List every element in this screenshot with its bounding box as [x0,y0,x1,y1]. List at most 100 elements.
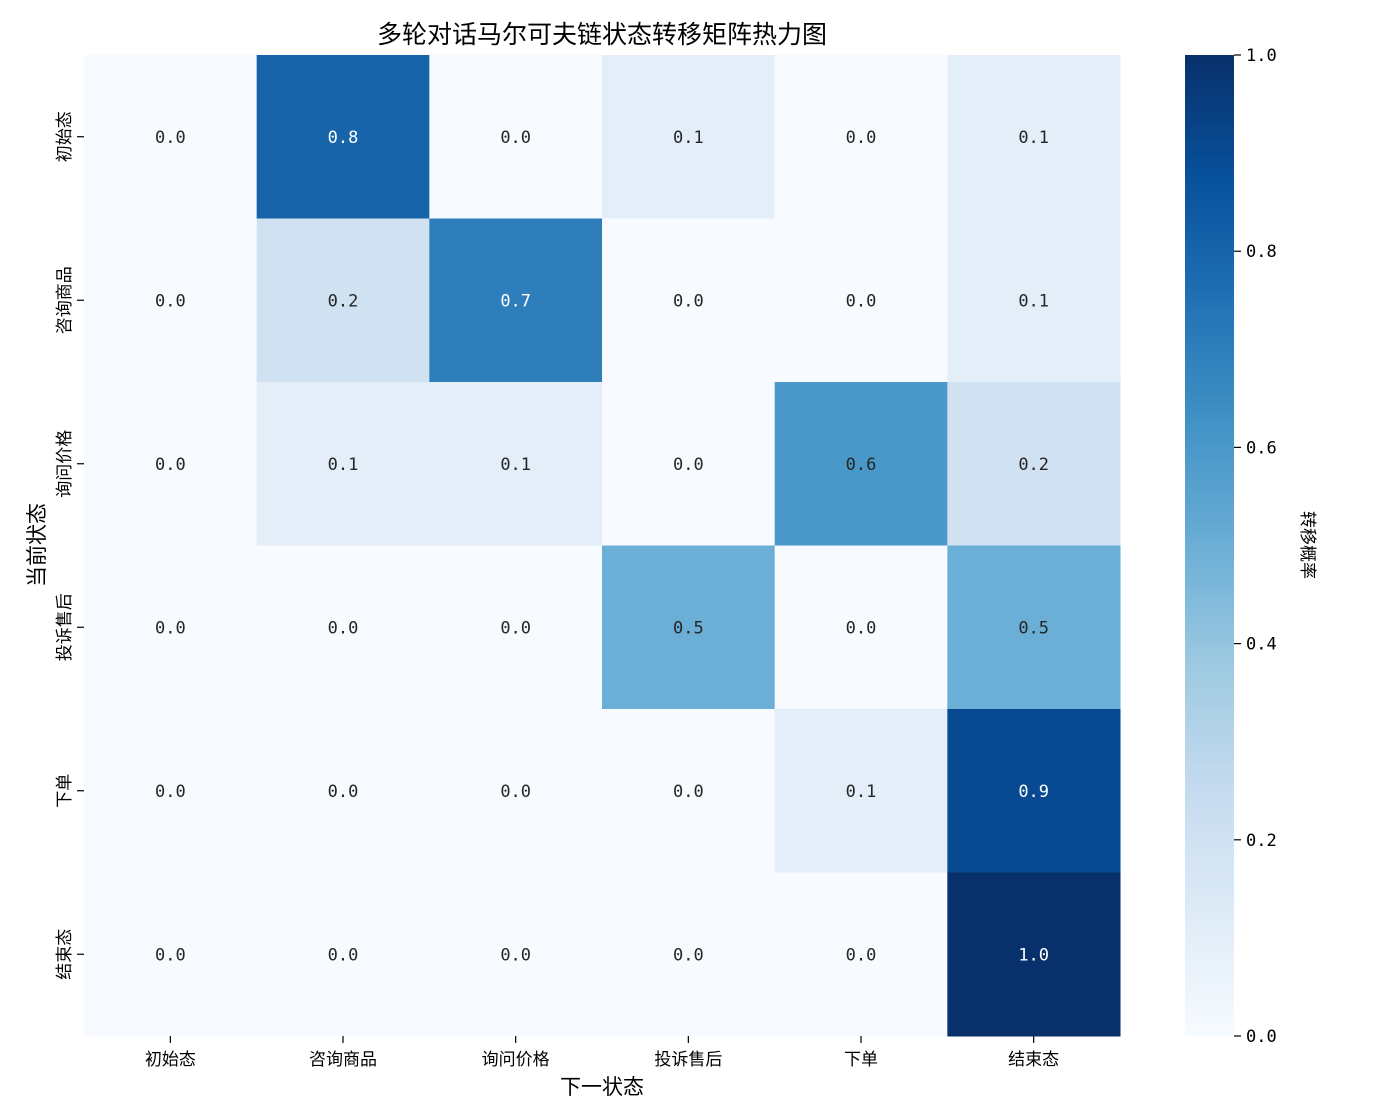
heatmap-cells [84,55,1121,1037]
colorbar-tick-label: 0.2 [1246,831,1277,851]
cell-value-label: 0.0 [846,945,877,965]
heatmap-cell [774,218,948,383]
cell-value-label: 0.0 [155,782,186,802]
heatmap-cell [947,382,1121,546]
heatmap-cell [429,218,603,383]
cell-value-label: 0.1 [328,455,359,475]
cell-value-label: 0.1 [500,455,531,475]
heatmap-cell [429,545,603,710]
cell-value-label: 0.0 [673,291,704,311]
heatmap-cell [947,55,1121,219]
x-tick-label: 投诉售后 [654,1050,722,1070]
cell-value-label: 0.9 [1018,782,1049,802]
colorbar-ticks: 0.0 0.2 0.4 0.6 0.8 1.0 [1234,46,1277,1047]
x-tick-label: 结束态 [1008,1050,1059,1070]
colorbar-tick-label: 0.4 [1246,635,1277,655]
y-axis-title: 当前状态 [25,503,49,587]
heatmap-cell [947,545,1121,710]
heatmap-cell [429,382,603,546]
cell-value-label: 0.1 [1018,128,1049,148]
heatmap-cell [84,709,258,873]
colorbar-tick-label: 1.0 [1246,46,1277,66]
cell-value-label: 0.1 [673,128,704,148]
heatmap-cell [774,872,948,1037]
cell-value-label: 0.0 [500,618,531,638]
x-tick-label: 初始态 [145,1050,196,1070]
cell-value-label: 0.0 [155,128,186,148]
heatmap-cell [602,872,776,1037]
heatmap-cell [774,545,948,710]
cell-value-label: 0.0 [846,291,877,311]
colorbar-tick-label: 0.8 [1246,242,1277,262]
y-tick-label: 初始态 [55,111,75,162]
y-tick-label: 结束态 [55,929,75,980]
cell-value-label: 0.0 [500,128,531,148]
heatmap-cell [602,709,776,873]
y-tick-label: 咨询商品 [55,266,75,334]
heatmap-cell [429,55,603,219]
colorbar-tick-label: 0.6 [1246,438,1277,458]
cell-value-label: 0.0 [673,455,704,475]
heatmap-cell [256,709,430,873]
heatmap-cell-labels: 0.0 0.8 0.0 0.1 0.0 0.1 0.0 0.2 0.7 0.0 0.0 0.1 0.0 0… [155,128,1049,966]
cell-value-label: 0.0 [328,782,359,802]
heatmap-cell [84,55,258,219]
y-tick-label: 投诉售后 [55,593,75,661]
y-tick-label: 询问价格 [55,430,75,498]
heatmap-cell [602,218,776,383]
heatmap-cell [602,55,776,219]
cell-value-label: 0.0 [328,945,359,965]
cell-value-label: 0.0 [500,945,531,965]
heatmap-cell [256,382,430,546]
cell-value-label: 0.0 [155,455,186,475]
heatmap-cell [947,218,1121,383]
heatmap-cell [947,709,1121,873]
cell-value-label: 0.0 [673,782,704,802]
colorbar-tick-label: 0.0 [1246,1027,1277,1047]
heatmap-cell [774,709,948,873]
heatmap-cell [947,872,1121,1037]
cell-value-label: 0.2 [328,291,359,311]
colorbar-label: 转移概率 [1297,511,1317,579]
x-axis-title: 下一状态 [560,1075,644,1099]
heatmap-cell [429,709,603,873]
heatmap-cell [256,872,430,1037]
x-tick-label: 询问价格 [482,1050,550,1070]
cell-value-label: 0.0 [155,945,186,965]
cell-value-label: 0.1 [846,782,877,802]
heatmap-cell [774,382,948,546]
cell-value-label: 0.0 [846,128,877,148]
heatmap-cell [256,218,430,383]
cell-value-label: 0.7 [500,291,531,311]
heatmap-cell [256,545,430,710]
cell-value-label: 0.0 [155,291,186,311]
cell-value-label: 0.0 [500,782,531,802]
x-axis: 初始态 咨询商品 询问价格 投诉售后 下单 结束态 [145,1036,1059,1070]
heatmap-cell [774,55,948,219]
cell-value-label: 0.1 [1018,291,1049,311]
cell-value-label: 0.0 [673,945,704,965]
cell-value-label: 0.8 [328,128,359,148]
y-tick-label: 下单 [55,774,75,808]
heatmap-cell [84,545,258,710]
heatmap-cell [84,218,258,383]
heatmap-cell [602,545,776,710]
colorbar-gradient [1185,55,1234,1036]
cell-value-label: 0.5 [1018,618,1049,638]
heatmap-cell [256,55,430,219]
heatmap-cell [429,872,603,1037]
cell-value-label: 0.2 [1018,455,1049,475]
cell-value-label: 0.6 [846,455,877,475]
chart-title: 多轮对话马尔可夫链状态转移矩阵热力图 [377,20,827,49]
cell-value-label: 0.0 [328,618,359,638]
x-tick-label: 咨询商品 [309,1050,377,1070]
cell-value-label: 0.0 [846,618,877,638]
cell-value-label: 1.0 [1018,945,1049,965]
cell-value-label: 0.5 [673,618,704,638]
colorbar: 0.0 0.2 0.4 0.6 0.8 1.0 转移概率 [1185,46,1317,1047]
cell-value-label: 0.0 [155,618,186,638]
heatmap-cell [84,872,258,1037]
heatmap-cell [602,382,776,546]
